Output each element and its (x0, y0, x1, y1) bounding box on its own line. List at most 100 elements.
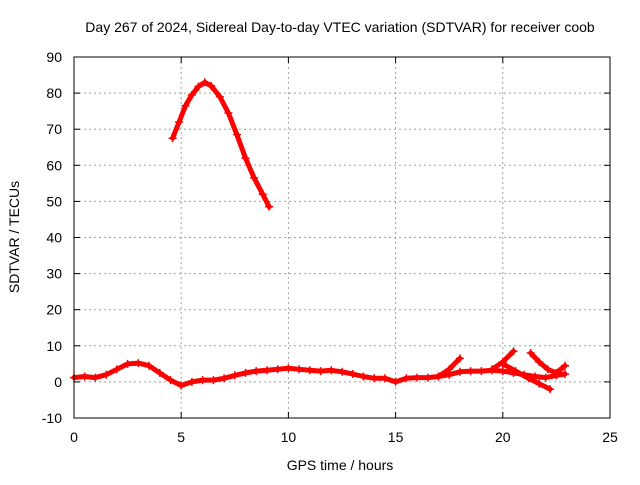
data-point (209, 376, 218, 385)
data-point (145, 361, 153, 370)
ticks: 0 5 10 15 20 25 -10 0 10 20 30 40 50 60 70 80 90 (42, 49, 618, 445)
data-point (134, 359, 143, 368)
plot-frame (73, 56, 611, 419)
y-tick-label: 10 (46, 338, 62, 354)
data-point (535, 379, 544, 388)
data-point (187, 90, 196, 99)
data-point (112, 365, 121, 374)
series-baseline (70, 359, 569, 390)
data-point (561, 361, 569, 370)
data-point (552, 368, 561, 377)
data-point (102, 370, 111, 379)
data-point (477, 367, 486, 376)
y-axis-label: SDTVAR / TECUs (6, 181, 22, 293)
data-point (498, 367, 507, 376)
data-point (541, 373, 550, 382)
data-point (198, 376, 207, 385)
series-high-arc (168, 78, 274, 211)
data-point (327, 366, 336, 375)
data-point (526, 349, 535, 357)
data-point (546, 385, 554, 394)
y-tick-label: 0 (54, 374, 62, 390)
y-tick-label: 40 (46, 230, 62, 246)
x-axis-label: GPS time / hours (287, 457, 394, 473)
data-point (194, 82, 203, 91)
data-point (241, 154, 250, 163)
data-point (177, 381, 186, 390)
y-tick-label: 70 (46, 121, 62, 137)
data-point (423, 373, 432, 382)
data-point (200, 78, 209, 87)
data-point (488, 365, 497, 374)
y-tick-label: 90 (46, 49, 62, 65)
data-point (380, 374, 389, 383)
data-point (455, 354, 464, 363)
data-point (466, 367, 475, 376)
data-point (252, 367, 261, 376)
data-point (91, 373, 100, 382)
y-tick-label: 60 (46, 157, 62, 173)
data-point (543, 365, 552, 374)
data-point (524, 374, 533, 383)
data-point (224, 109, 233, 117)
x-tick-label: 0 (70, 429, 78, 445)
data-point (265, 202, 274, 211)
series-layer (70, 78, 569, 394)
data-point (250, 173, 259, 182)
data-point (215, 92, 224, 101)
data-point (561, 370, 569, 378)
data-point (166, 376, 175, 385)
x-tick-label: 25 (602, 429, 618, 445)
x-tick-label: 15 (388, 429, 404, 445)
data-point (220, 374, 229, 383)
data-point (338, 367, 346, 376)
data-point (230, 371, 239, 380)
data-point (232, 130, 241, 139)
data-point (263, 366, 271, 375)
data-point (305, 366, 314, 375)
data-point (181, 101, 190, 110)
data-point (445, 365, 454, 374)
data-point (316, 367, 325, 376)
series-branch-1 (434, 354, 464, 381)
x-tick-label: 5 (177, 429, 185, 445)
data-point (80, 372, 89, 381)
data-point (402, 374, 411, 383)
y-tick-label: 50 (46, 193, 62, 209)
data-point (258, 190, 267, 199)
data-point (295, 365, 304, 374)
y-tick-label: 30 (46, 266, 62, 282)
data-point (413, 373, 421, 382)
data-point (168, 134, 177, 143)
series-branch-3 (498, 359, 554, 394)
y-tick-label: -10 (42, 410, 62, 426)
data-point (348, 370, 357, 378)
y-tick-label: 20 (46, 302, 62, 318)
chart-title: Day 267 of 2024, Sidereal Day-to-day VTE… (85, 19, 595, 35)
data-point (273, 365, 282, 374)
data-point (509, 347, 518, 356)
data-point (370, 374, 379, 383)
data-point (359, 372, 368, 381)
series-trace (170, 79, 272, 210)
data-point (241, 368, 250, 377)
data-point (511, 367, 520, 376)
data-point (391, 377, 400, 386)
data-point (207, 81, 216, 90)
y-tick-label: 80 (46, 85, 62, 101)
series-branch-4 (526, 349, 569, 377)
data-point (498, 359, 507, 368)
data-point (175, 118, 184, 126)
data-point (434, 372, 443, 381)
data-point (155, 368, 164, 377)
x-tick-label: 20 (495, 429, 511, 445)
data-point (123, 359, 132, 368)
data-point (535, 358, 544, 366)
data-point (187, 377, 196, 386)
grid (74, 57, 610, 418)
data-point (284, 364, 293, 373)
data-point (455, 367, 464, 376)
x-tick-label: 10 (281, 429, 297, 445)
